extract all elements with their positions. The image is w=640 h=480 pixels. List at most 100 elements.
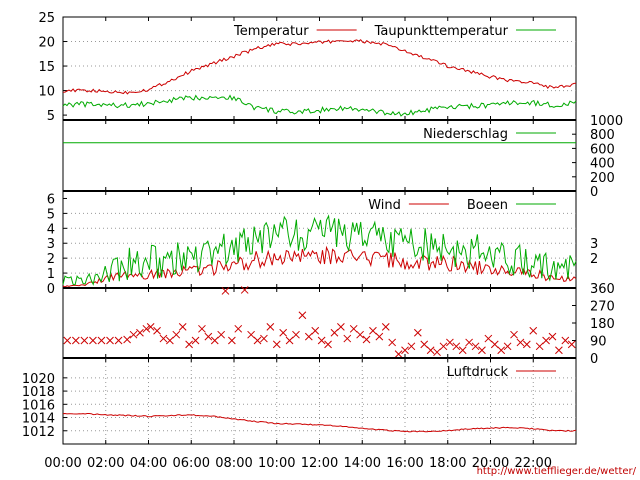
- y-tick-label: 2: [47, 252, 55, 267]
- direction-marker: [535, 342, 544, 351]
- direction-marker: [191, 336, 200, 345]
- direction-marker: [343, 334, 352, 343]
- y-tick-label-right: 3: [590, 237, 598, 252]
- marker-stroke: [178, 323, 187, 331]
- x-tick-label: 16:00: [386, 456, 423, 471]
- marker-stroke: [114, 336, 123, 345]
- y-tick-label: 270: [590, 300, 615, 315]
- direction-marker: [153, 326, 161, 335]
- direction-marker: [298, 311, 307, 320]
- marker-stroke: [484, 334, 493, 343]
- direction-marker: [510, 330, 518, 339]
- y-tick-label: 3: [47, 237, 55, 252]
- y-tick-label: 0: [590, 352, 598, 367]
- direction-marker: [198, 324, 206, 333]
- direction-marker: [136, 328, 144, 337]
- marker-stroke: [129, 330, 138, 339]
- direction-marker: [458, 346, 467, 355]
- direction-marker: [292, 330, 300, 339]
- x-tick-label: 18:00: [429, 456, 466, 471]
- series-line-temperatur: [62, 39, 577, 95]
- marker-stroke: [221, 287, 230, 295]
- x-tick-label: 22:00: [515, 456, 552, 471]
- direction-marker: [420, 340, 429, 349]
- marker-stroke: [217, 330, 226, 339]
- marker-stroke: [123, 335, 131, 344]
- direction-marker: [159, 334, 168, 343]
- direction-marker: [330, 328, 339, 337]
- y-tick-label-right: 2: [590, 252, 598, 267]
- marker-stroke: [478, 346, 486, 355]
- panel-wind: [62, 190, 577, 289]
- marker-stroke: [471, 342, 480, 351]
- marker-stroke: [272, 340, 281, 349]
- x-tick-label: 08:00: [215, 456, 252, 471]
- marker-stroke: [407, 342, 416, 351]
- direction-marker: [247, 330, 255, 339]
- marker-stroke: [555, 346, 563, 355]
- marker-stroke: [159, 334, 168, 343]
- credit-link: http://www.tiefflieger.de/wetter/: [477, 466, 637, 477]
- direction-marker: [97, 336, 106, 345]
- marker-stroke: [356, 330, 364, 339]
- direction-marker: [324, 340, 332, 349]
- marker-stroke: [198, 324, 206, 333]
- marker-stroke: [285, 336, 294, 345]
- direction-marker: [63, 336, 72, 345]
- marker-stroke: [191, 336, 200, 345]
- y-tick-label: 90: [590, 335, 607, 350]
- legend-label: Temperatur: [233, 24, 309, 39]
- marker-stroke: [166, 336, 174, 345]
- y-tick-label: 25: [38, 11, 55, 26]
- direction-marker: [529, 326, 538, 335]
- y-tick-label: 6: [47, 192, 55, 207]
- direction-marker: [204, 332, 213, 341]
- x-tick-label: 02:00: [87, 456, 124, 471]
- y-tick-label: 360: [590, 282, 615, 297]
- x-tick-label: 00:00: [44, 456, 81, 471]
- direction-marker: [439, 342, 448, 351]
- series-line-luftdruck: [62, 412, 577, 433]
- marker-stroke: [458, 346, 467, 355]
- y-tick-label: 0: [590, 185, 598, 200]
- y-tick-label: 1: [47, 267, 55, 282]
- y-tick-label: 5: [47, 207, 55, 222]
- direction-marker: [311, 326, 320, 335]
- direction-marker: [234, 324, 243, 333]
- direction-marker: [548, 332, 557, 341]
- marker-stroke: [394, 350, 403, 358]
- direction-marker: [490, 340, 499, 349]
- marker-stroke: [561, 336, 570, 345]
- direction-marker: [503, 342, 512, 351]
- y-tick-label: 1000: [590, 114, 623, 129]
- marker-stroke: [311, 326, 320, 335]
- marker-stroke: [324, 340, 332, 349]
- marker-stroke: [304, 332, 313, 341]
- direction-marker: [362, 335, 371, 344]
- x-tick-label: 06:00: [173, 456, 210, 471]
- marker-stroke: [63, 336, 72, 345]
- direction-marker: [369, 326, 377, 335]
- direction-marker: [446, 338, 454, 347]
- direction-marker: [555, 346, 563, 355]
- legend-label: Wind: [368, 198, 401, 213]
- series-line-taupunkttemperatur: [62, 94, 577, 117]
- y-tick-label: 1018: [22, 385, 55, 400]
- direction-marker: [304, 332, 313, 341]
- direction-marker: [178, 323, 187, 331]
- direction-marker: [522, 340, 531, 349]
- panel-pressure: [62, 357, 577, 444]
- direction-marker: [146, 323, 155, 331]
- direction-marker: [471, 342, 480, 351]
- direction-marker: [80, 336, 89, 345]
- direction-marker: [349, 324, 358, 333]
- direction-marker: [356, 330, 364, 339]
- legend-label: Niederschlag: [423, 127, 508, 142]
- direction-marker: [497, 346, 506, 355]
- marker-stroke: [343, 334, 352, 343]
- direction-marker: [221, 287, 230, 295]
- marker-stroke: [465, 338, 473, 347]
- direction-marker: [210, 336, 219, 345]
